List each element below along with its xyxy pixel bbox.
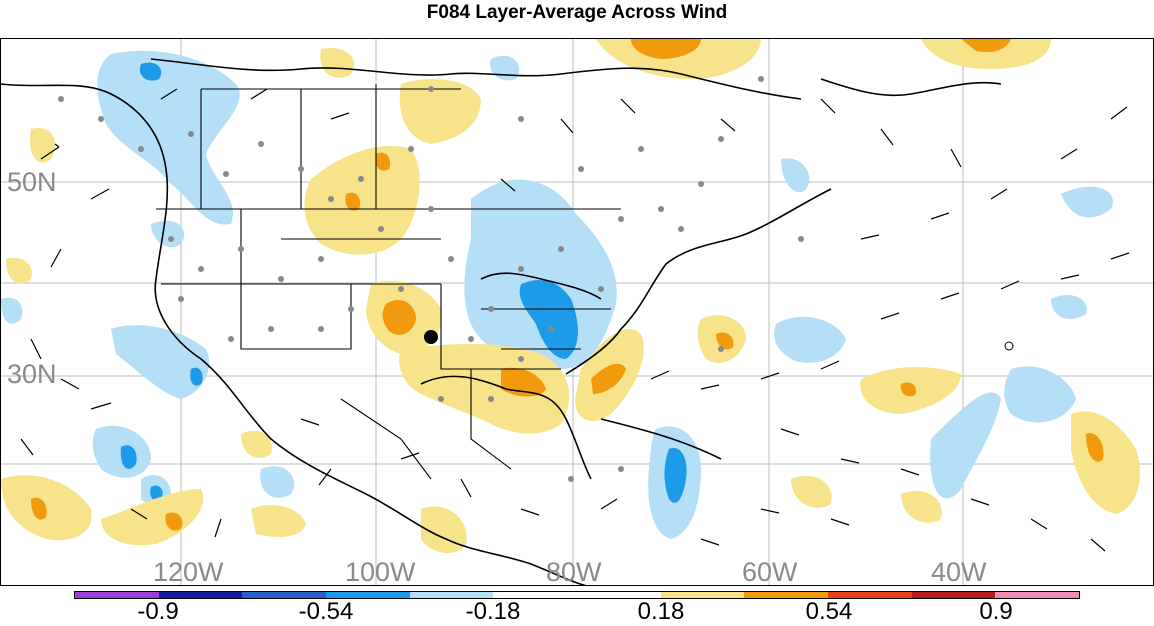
colorbar-segment-7 bbox=[660, 592, 745, 598]
lat-label-50n: 50N bbox=[7, 167, 57, 197]
lon-label-120w: 120W bbox=[153, 557, 224, 586]
colorbar-label-0-54: 0.54 bbox=[805, 598, 853, 625]
colorbar-segment-10 bbox=[911, 592, 996, 598]
open-station-marker bbox=[1004, 341, 1014, 351]
coastlines bbox=[1, 58, 1002, 585]
lat-label-30n: 30N bbox=[7, 359, 57, 389]
lon-label-40w: 40W bbox=[931, 557, 987, 586]
colorbar-segment-5 bbox=[493, 592, 578, 598]
map-canvas bbox=[1, 39, 1153, 585]
lon-label-100w: 100W bbox=[345, 557, 416, 586]
colorbar-label-neg-0-54: -0.54 bbox=[298, 598, 354, 625]
colorbar-segment-3 bbox=[326, 592, 410, 598]
colorbar-segment-2 bbox=[242, 592, 327, 598]
colorbar-label-0-18: 0.18 bbox=[637, 598, 685, 625]
colorbar-segment-6 bbox=[577, 592, 661, 598]
lon-label-80w: 80W bbox=[546, 557, 602, 586]
boundaries bbox=[156, 84, 621, 480]
colorbar bbox=[74, 591, 1080, 599]
colorbar-segment-4 bbox=[409, 592, 494, 598]
highlight-station-marker bbox=[424, 330, 438, 344]
positive-shading-strong bbox=[31, 39, 1104, 531]
wind-barbs bbox=[20, 88, 1130, 552]
colorbar-segment-0 bbox=[75, 592, 159, 598]
colorbar-segment-1 bbox=[158, 592, 243, 598]
map-panel: 50N 30N 120W 100W 80W 60W 40W bbox=[0, 38, 1154, 586]
map-title: F084 Layer-Average Across Wind bbox=[426, 2, 728, 23]
colorbar-segment-11 bbox=[995, 592, 1080, 598]
negative-shading-strong bbox=[120, 62, 687, 503]
colorbar-label-0-9: 0.9 bbox=[979, 598, 1013, 625]
colorbar-segment-9 bbox=[828, 592, 912, 598]
lon-label-60w: 60W bbox=[742, 557, 798, 586]
colorbar-label-neg-0-18: -0.18 bbox=[465, 598, 521, 625]
colorbar-segment-8 bbox=[744, 592, 829, 598]
colorbar-label-neg-0-9: -0.9 bbox=[137, 598, 179, 625]
station-dots bbox=[58, 76, 804, 482]
